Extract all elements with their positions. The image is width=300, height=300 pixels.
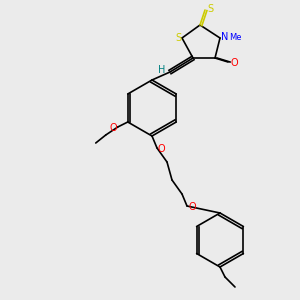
Text: N: N: [221, 32, 229, 42]
Text: S: S: [175, 33, 181, 43]
Text: O: O: [188, 202, 196, 212]
Text: H: H: [158, 65, 166, 75]
Text: O: O: [110, 123, 118, 133]
Text: Me: Me: [229, 32, 241, 41]
Text: S: S: [207, 4, 213, 14]
Text: O: O: [230, 58, 238, 68]
Text: O: O: [157, 144, 165, 154]
